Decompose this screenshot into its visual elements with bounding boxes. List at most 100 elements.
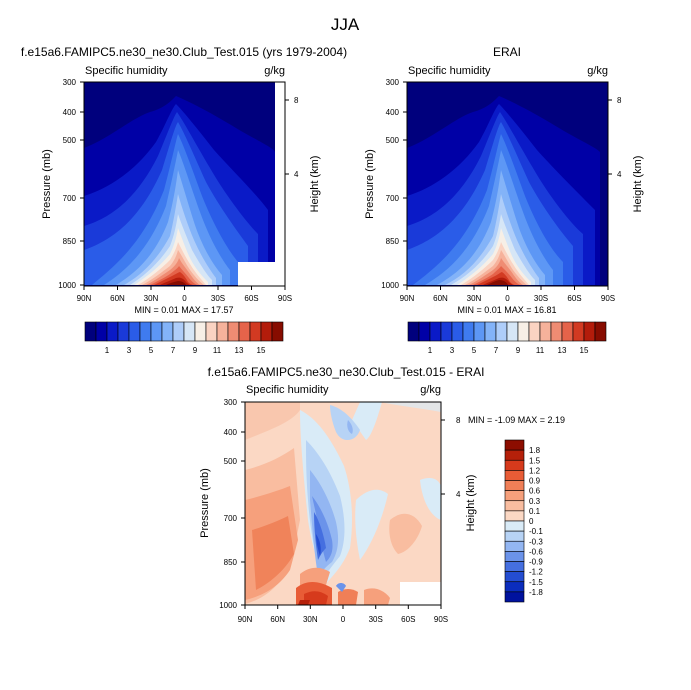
min-max-label: MIN = -1.09 MAX = 2.19: [468, 415, 565, 425]
colorbar-label: 11: [536, 346, 545, 355]
colorbar-swatch: [504, 530, 525, 542]
min-max-label: MIN = 0.01 MAX = 16.81: [457, 305, 556, 315]
colorbar-label: 15: [257, 346, 266, 355]
colorbar-swatch: [539, 321, 552, 342]
colorbar-label: -1.8: [529, 588, 543, 597]
colorbar-swatch: [528, 321, 541, 342]
y-axis-right-label: Height (km): [465, 475, 477, 532]
y-right-tick-label: 8: [456, 416, 461, 425]
colorbar-label: -1.2: [529, 568, 543, 577]
panel-subtitle-right: g/kg: [420, 384, 441, 396]
colorbar-swatch: [572, 321, 585, 342]
colorbar-label: 9: [193, 346, 198, 355]
y-tick-label: 700: [224, 514, 238, 523]
colorbar-label: 1.2: [529, 466, 541, 475]
colorbar-swatch: [194, 321, 207, 342]
colorbar-swatch: [504, 510, 525, 522]
colorbar-label: 0: [529, 517, 534, 526]
x-tick-label: 90S: [601, 294, 615, 303]
y-axis: 300 400 500 700 850 1000 Pressure (mb): [364, 78, 407, 290]
y-axis-label: Pressure (mb): [41, 149, 53, 219]
panel-title: f.e15a6.FAMIPC5.ne30_ne30.Club_Test.015 …: [208, 365, 485, 379]
colorbar-swatch: [504, 439, 525, 451]
colorbar-swatch: [504, 470, 525, 481]
x-tick-label: 0: [182, 294, 187, 303]
panel-erai: ERAI Specific humidity g/kg: [364, 45, 644, 355]
colorbar-label: 1.5: [529, 456, 541, 465]
x-tick-label: 0: [505, 294, 510, 303]
y-tick-label: 850: [224, 558, 238, 567]
colorbar-swatch: [440, 321, 453, 342]
colorbar-swatch: [504, 591, 525, 603]
x-tick-label: 60S: [567, 294, 581, 303]
colorbar-swatch: [418, 321, 431, 342]
colorbar: 1 3 5 7 9 11 13 15: [84, 321, 284, 355]
colorbar-swatch: [594, 321, 607, 342]
colorbar: 1 3 5 7 9 11 13 15: [407, 321, 607, 355]
x-axis: 90N 60N 30N 0 30S 60S 90S: [77, 286, 292, 303]
colorbar-label: 1: [105, 346, 110, 355]
colorbar-swatch: [249, 321, 262, 342]
colorbar-swatch: [504, 500, 525, 512]
x-tick-label: 60N: [433, 294, 448, 303]
colorbar-label: 0.6: [529, 487, 541, 496]
x-tick-label: 30S: [534, 294, 548, 303]
y-tick-label: 850: [63, 237, 77, 246]
colorbar-label: 11: [213, 346, 222, 355]
colorbar-swatch: [504, 551, 525, 562]
panel-subtitle-right: g/kg: [587, 65, 608, 77]
colorbar-swatch: [271, 321, 284, 342]
y-axis-right-label: Height (km): [632, 156, 644, 213]
x-tick-label: 90N: [77, 294, 92, 303]
x-axis: 90N 60N 30N 0 30S 60S 90S: [400, 286, 615, 303]
x-tick-label: 60S: [244, 294, 258, 303]
panel-subtitle-left: Specific humidity: [408, 65, 491, 77]
colorbar-vertical: 1.81.51.20.90.60.30.10-0.1-0.3-0.6-0.9-1…: [504, 439, 543, 603]
colorbar-label: 15: [580, 346, 589, 355]
colorbar-label: 0.3: [529, 497, 541, 506]
y-right-tick-label: 4: [617, 170, 622, 179]
colorbar-swatch: [205, 321, 218, 342]
panel-subtitle-left: Specific humidity: [85, 65, 168, 77]
colorbar-label: 7: [494, 346, 499, 355]
colorbar-swatch: [561, 321, 574, 342]
x-tick-label: 30N: [303, 615, 318, 624]
colorbar-label: 13: [235, 346, 244, 355]
colorbar-swatch: [106, 321, 119, 342]
contour-field: [84, 82, 285, 286]
figure-title: JJA: [331, 15, 360, 34]
x-tick-label: 60S: [401, 615, 415, 624]
colorbar-swatch: [238, 321, 251, 342]
panel-subtitle-left: Specific humidity: [246, 384, 329, 396]
colorbar-label: 3: [127, 346, 132, 355]
colorbar-swatch: [504, 520, 525, 532]
y-tick-label: 500: [386, 136, 400, 145]
colorbar-swatch: [495, 321, 508, 342]
colorbar-label: 0.9: [529, 477, 541, 486]
colorbar-label: 5: [149, 346, 154, 355]
y-tick-label: 400: [224, 428, 238, 437]
colorbar-swatch: [504, 540, 525, 552]
y-tick-label: 300: [386, 78, 400, 87]
y-right-tick-label: 8: [617, 96, 622, 105]
x-tick-label: 90N: [238, 615, 253, 624]
y-tick-label: 400: [63, 108, 77, 117]
panel-title: ERAI: [493, 45, 521, 59]
colorbar-swatch: [216, 321, 229, 342]
panel-title: f.e15a6.FAMIPC5.ne30_ne30.Club_Test.015 …: [21, 45, 347, 59]
colorbar-swatch: [473, 321, 486, 342]
colorbar-swatch: [462, 321, 475, 342]
y-axis-label: Pressure (mb): [199, 468, 211, 538]
colorbar-swatch: [504, 449, 525, 461]
y-axis: 300 400 500 700 850 1000 Pressure (mb): [199, 398, 245, 610]
x-tick-label: 30N: [144, 294, 159, 303]
y-tick-label: 700: [386, 194, 400, 203]
colorbar-swatch: [550, 321, 563, 342]
y-tick-label: 300: [63, 78, 77, 87]
x-tick-label: 90N: [400, 294, 415, 303]
colorbar-swatch: [451, 321, 464, 342]
colorbar-swatch: [95, 321, 108, 342]
colorbar-swatch: [172, 321, 185, 342]
x-tick-label: 90S: [278, 294, 292, 303]
